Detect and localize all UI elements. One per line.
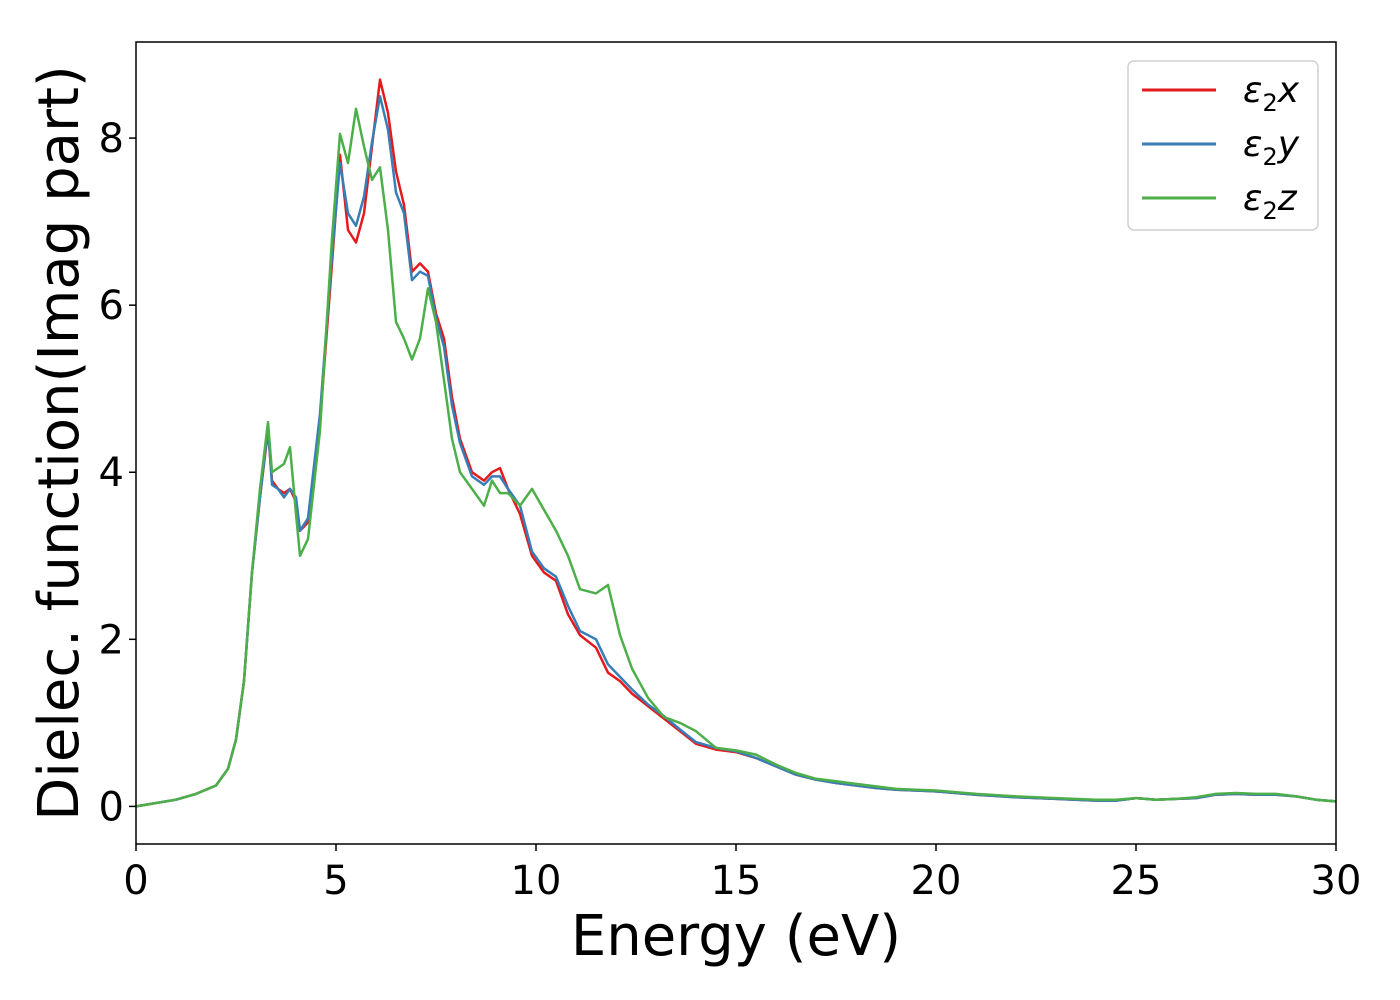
legend-box: [1127, 60, 1319, 231]
legend-label-base: ε: [1243, 124, 1262, 165]
y-tick-label: 0: [99, 784, 124, 830]
x-tick-label: 15: [711, 858, 762, 904]
legend-label-tail: y: [1277, 124, 1300, 165]
x-axis-label: Energy (eV): [571, 904, 901, 969]
x-tick-label: 20: [911, 858, 962, 904]
legend-label-sub: 2: [1262, 143, 1277, 171]
x-tick-label: 5: [323, 858, 348, 904]
y-tick-label: 8: [99, 116, 124, 162]
legend-label-tail: z: [1277, 178, 1298, 219]
y-axis-label: Dielec. function(Imag part): [27, 65, 92, 821]
y-tick-label: 6: [99, 283, 124, 329]
legend-label-base: ε: [1243, 70, 1262, 111]
legend-label-z: ε2z: [1243, 178, 1298, 225]
legend-label-y: ε2y: [1243, 124, 1300, 171]
x-tick-label: 30: [1311, 858, 1362, 904]
series-lines: [135, 78, 1337, 808]
legend-label-tail: x: [1277, 70, 1300, 111]
legend-label-base: ε: [1243, 178, 1262, 219]
legend-label-sub: 2: [1262, 197, 1277, 225]
x-tick-label: 0: [123, 858, 148, 904]
x-tick-label: 25: [1111, 858, 1162, 904]
series-line-z: [135, 107, 1337, 808]
legend-label-sub: 2: [1262, 89, 1277, 117]
y-tick-label: 4: [99, 450, 124, 496]
legend-label-x: ε2x: [1243, 70, 1300, 117]
y-tick-label: 2: [99, 617, 124, 663]
x-tick-label: 10: [511, 858, 562, 904]
axis-ticks: 0 5 10 15 20 25 30 0 2 4 6 8: [99, 116, 1362, 904]
